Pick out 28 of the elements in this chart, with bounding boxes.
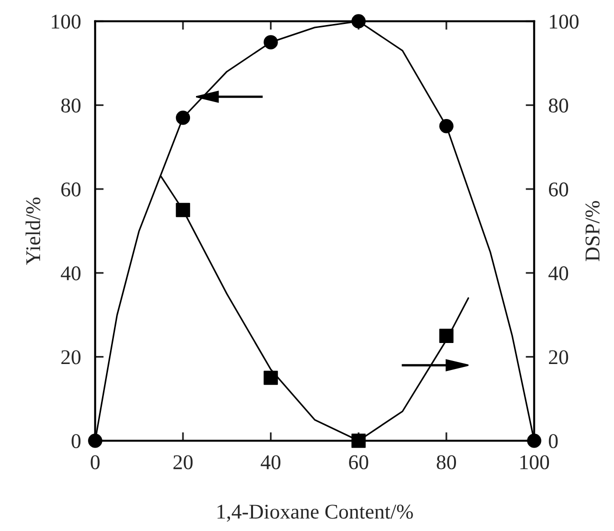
y2-tick-label: 40 [548, 266, 568, 280]
y2-axis-title: DSP/% [585, 201, 600, 262]
point [439, 118, 454, 134]
x-tick-label: 60 [349, 455, 368, 470]
y2-tick-label: 60 [548, 182, 568, 196]
point [264, 35, 278, 50]
point [351, 434, 366, 448]
y2-tick-label: 100 [550, 14, 579, 29]
x-axis-title: 1,4-Dioxane Content/% [218, 504, 413, 522]
y-tick-label: 100 [52, 14, 80, 29]
y-axis-title: Yield/% [26, 198, 40, 265]
y-tick-label: 80 [61, 98, 80, 113]
y-tick-label: 40 [60, 266, 80, 280]
y2-tick-label: 0 [548, 434, 558, 448]
point [264, 370, 278, 385]
point [176, 202, 190, 218]
y-tick-label: 20 [61, 350, 80, 364]
x-tick-label: 80 [436, 455, 456, 470]
point [176, 110, 190, 125]
y2-tick-label: 20 [548, 350, 568, 364]
point [439, 328, 454, 343]
y2-tick-label: 80 [548, 98, 568, 113]
y-tick-label: 60 [61, 182, 80, 196]
y-tick-label: 0 [72, 434, 80, 448]
x-tick-label: 20 [173, 455, 193, 470]
x-tick-label: 0 [90, 455, 100, 470]
x-tick-label: 40 [260, 455, 280, 470]
x-tick-label: 100 [520, 455, 550, 470]
